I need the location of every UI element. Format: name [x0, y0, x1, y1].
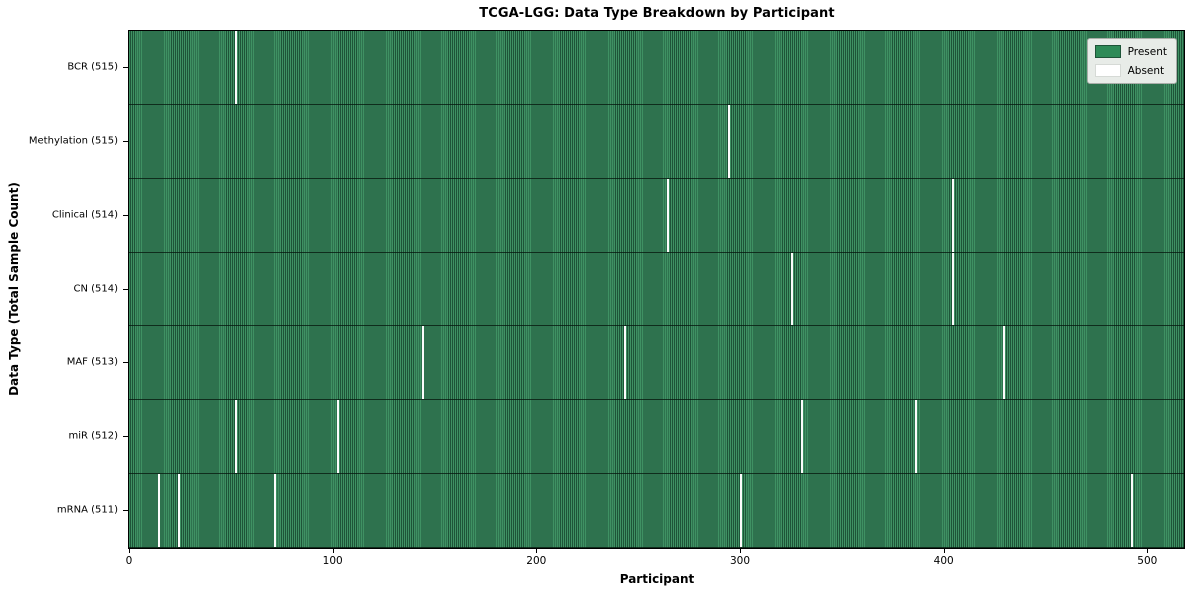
y-tick-mark: [123, 362, 128, 364]
absent-marker: [951, 178, 954, 252]
absent-marker: [177, 474, 180, 548]
x-tick-mark: [943, 549, 945, 553]
heatmap-row-BCR: [129, 31, 1184, 105]
absent-marker: [1002, 326, 1005, 400]
x-tick-label: 300: [729, 555, 751, 567]
absent-marker: [273, 474, 276, 548]
x-tick-mark: [129, 549, 130, 553]
x-axis-label: Participant: [619, 572, 695, 586]
y-tick-mark: [123, 66, 128, 68]
absent-marker: [623, 326, 626, 400]
x-tick-mark: [1147, 549, 1149, 553]
legend-present-label: Present: [1127, 45, 1167, 58]
y-tick-mark: [123, 140, 128, 142]
heatmap-row-Clinical: [129, 178, 1184, 253]
absent-marker: [422, 326, 425, 400]
heatmap-row-miR: [129, 400, 1184, 475]
y-axis-gutter: BCR (515) Methylation (515) Clinical (514)…: [0, 30, 128, 549]
x-tick-label: 500: [1137, 555, 1158, 567]
heatmap-plot-area: Present Absent: [128, 30, 1185, 549]
absent-marker: [790, 252, 793, 326]
x-tick-label: 400: [933, 555, 954, 567]
absent-marker: [336, 400, 339, 474]
x-tick-mark: [536, 549, 538, 553]
legend-absent-label: Absent: [1127, 64, 1165, 77]
legend-entry-present: Present: [1094, 45, 1167, 58]
heatmap-row-MAF: [129, 326, 1184, 401]
y-tick-mark: [123, 436, 128, 438]
legend: Present Absent: [1086, 38, 1177, 84]
absent-marker: [727, 104, 730, 178]
heatmap-row-mRNA: [129, 474, 1184, 549]
heatmap-row-CN: [129, 252, 1184, 327]
absent-marker: [234, 31, 237, 104]
x-tick-label: 200: [526, 555, 547, 567]
legend-entry-absent: Absent: [1094, 64, 1167, 77]
y-tick-mark: [123, 510, 128, 512]
absent-marker: [951, 252, 954, 326]
present-swatch: [1094, 45, 1121, 58]
absent-marker: [234, 400, 237, 474]
chart-title: TCGA-LGG: Data Type Breakdown by Partici…: [479, 6, 835, 21]
absent-marker: [740, 474, 743, 548]
absent-marker: [915, 400, 918, 474]
y-tick-label: BCR (515): [67, 61, 118, 73]
absent-marker: [1131, 474, 1134, 548]
absent-marker: [157, 474, 160, 548]
x-tick-label: 0: [125, 555, 133, 567]
x-tick-mark: [740, 549, 741, 553]
y-tick-label: Methylation (515): [28, 135, 118, 147]
y-tick-mark: [123, 288, 128, 290]
y-tick-label: CN (514): [73, 283, 118, 294]
absent-marker: [666, 178, 669, 252]
y-tick-label: MAF (513): [66, 356, 118, 368]
y-tick-label: mRNA (511): [56, 504, 118, 516]
x-tick-label: 100: [322, 555, 343, 567]
absent-swatch: [1094, 64, 1121, 77]
y-tick-mark: [123, 214, 128, 216]
heatmap-row-Methylation: [129, 104, 1184, 179]
absent-marker: [801, 400, 804, 474]
y-tick-label: Clinical (514): [51, 209, 118, 221]
x-tick-mark: [332, 549, 334, 553]
y-tick-label: miR (512): [68, 430, 118, 442]
